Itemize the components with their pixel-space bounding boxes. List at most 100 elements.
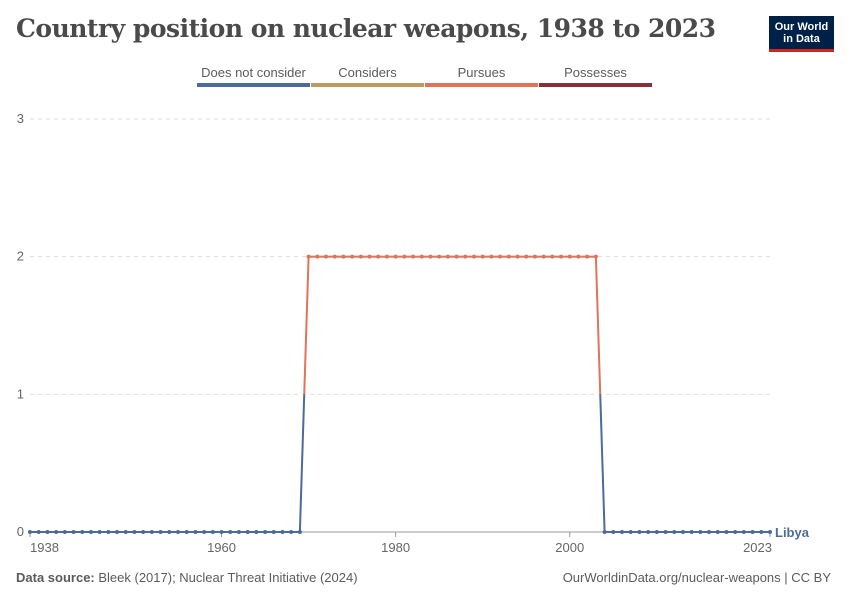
data-point [280, 530, 285, 534]
data-point [741, 530, 746, 534]
data-point [115, 530, 120, 534]
data-point [245, 530, 250, 534]
legend-swatch [197, 83, 310, 87]
data-point [472, 254, 476, 259]
data-point [524, 254, 529, 259]
data-point [585, 254, 590, 259]
data-point [402, 254, 407, 259]
chart-title: Country position on nuclear weapons, 193… [16, 14, 716, 43]
data-point [36, 530, 41, 534]
data-point [506, 254, 511, 259]
data-point [158, 530, 163, 534]
x-tick-label: 2023 [743, 540, 772, 555]
data-point [393, 254, 398, 259]
data-point [559, 254, 564, 259]
data-point [132, 530, 137, 534]
data-point [411, 254, 416, 259]
data-point [532, 254, 537, 259]
data-point [123, 530, 128, 534]
data-point [698, 530, 703, 534]
data-point [228, 530, 233, 534]
data-point [254, 530, 259, 534]
data-point [315, 254, 320, 259]
data-point [733, 530, 738, 534]
data-source: Data source: Bleek (2017); Nuclear Threa… [16, 570, 358, 585]
data-point [637, 530, 642, 534]
data-point [707, 530, 712, 534]
data-point [646, 530, 651, 534]
data-point [71, 530, 76, 534]
legend-swatch [425, 83, 538, 87]
data-point [176, 530, 180, 534]
data-point [768, 530, 772, 534]
source-url-link[interactable]: OurWorldinData.org/nuclear-weapons | CC … [562, 570, 831, 585]
data-point [419, 254, 424, 259]
x-tick-label: 1980 [381, 540, 410, 555]
data-point [611, 530, 616, 534]
data-point [715, 530, 720, 534]
data-point [28, 530, 32, 534]
series-label-libya: Libya [775, 525, 810, 540]
data-point [384, 254, 389, 259]
data-point [202, 530, 207, 534]
legend-item-does-not-consider[interactable]: Does not consider [197, 66, 310, 90]
data-source-text: Bleek (2017); Nuclear Threat Initiative … [94, 570, 358, 585]
data-point [750, 530, 755, 534]
data-point [680, 530, 685, 534]
data-point [593, 254, 598, 259]
data-point [54, 530, 59, 534]
legend-label: Considers [338, 65, 397, 80]
data-point [672, 530, 677, 534]
series-line-segment [303, 256, 310, 395]
data-point [358, 254, 363, 259]
data-point [97, 530, 102, 534]
legend-swatch [539, 83, 652, 87]
data-point [602, 530, 607, 534]
series-line-segment [594, 256, 602, 395]
data-point [376, 254, 381, 259]
legend-label: Does not consider [201, 65, 306, 80]
data-point [88, 530, 93, 534]
data-point [210, 530, 215, 534]
legend-swatch [311, 83, 424, 87]
data-point [149, 530, 154, 534]
owid-logo[interactable]: Our World in Data [769, 16, 834, 52]
data-point [445, 254, 450, 259]
y-tick-label: 3 [17, 111, 24, 126]
data-point [219, 530, 224, 534]
data-point [759, 530, 764, 534]
data-point [263, 530, 268, 534]
data-point [367, 254, 372, 259]
y-tick-label: 1 [17, 386, 24, 401]
data-point [454, 254, 459, 259]
data-point [724, 530, 729, 534]
legend-item-considers[interactable]: Considers [311, 66, 424, 90]
data-point [437, 254, 442, 259]
data-point [567, 254, 572, 259]
logo-line-2: in Data [783, 33, 820, 45]
data-point [489, 254, 494, 259]
y-tick-label: 0 [17, 524, 24, 539]
data-point [663, 530, 668, 534]
data-point [541, 254, 546, 259]
x-tick-label: 2000 [555, 540, 584, 555]
data-point [515, 254, 520, 259]
y-tick-label: 2 [17, 249, 24, 264]
data-point [576, 254, 581, 259]
data-point [297, 530, 302, 534]
data-point [45, 530, 50, 534]
data-point [480, 254, 485, 259]
data-point [620, 530, 624, 534]
data-point [463, 254, 468, 259]
data-point [341, 254, 346, 259]
x-tick-label: 1960 [207, 540, 236, 555]
legend-item-possesses[interactable]: Possesses [539, 66, 652, 90]
data-point [306, 254, 311, 259]
data-point [236, 530, 241, 534]
data-point [498, 254, 503, 259]
series-line-segment [599, 394, 606, 533]
data-point [654, 530, 659, 534]
data-point [193, 530, 198, 534]
legend-item-pursues[interactable]: Pursues [425, 66, 538, 90]
